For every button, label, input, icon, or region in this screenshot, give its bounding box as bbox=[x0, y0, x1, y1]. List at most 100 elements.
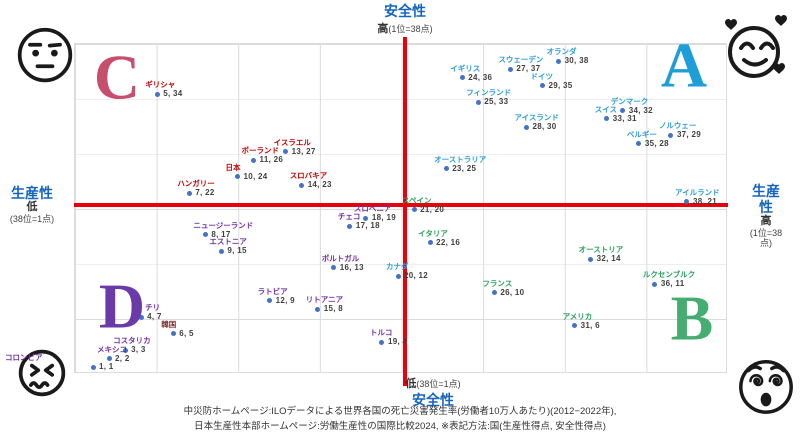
x-axis-title-left: 生産性 bbox=[11, 185, 53, 201]
point-dot bbox=[122, 347, 128, 353]
point-label: スイス bbox=[594, 104, 617, 114]
point-value: 37, 29 bbox=[676, 130, 701, 140]
point-label: エストニア bbox=[209, 237, 247, 247]
point-label: イタリア bbox=[418, 228, 448, 238]
point-label: ラトビア bbox=[257, 286, 288, 296]
point-label: オーストラリア bbox=[434, 154, 487, 164]
point-value: 22, 16 bbox=[436, 237, 461, 247]
point-value: 29, 35 bbox=[548, 80, 573, 90]
point-dot bbox=[652, 281, 658, 287]
point-label: スペイン bbox=[402, 195, 432, 205]
point-label: アメリカ bbox=[562, 311, 593, 321]
point-value: 4, 7 bbox=[147, 312, 162, 322]
point-label: スロベニア bbox=[353, 204, 392, 214]
point-value: 15, 8 bbox=[323, 304, 344, 314]
point-value: 12, 9 bbox=[275, 295, 295, 305]
point-value: 11, 26 bbox=[259, 155, 284, 165]
point-value: 2, 2 bbox=[115, 353, 130, 363]
y-axis-title-top: 安全性 bbox=[384, 3, 426, 19]
point-label: ベルギー bbox=[626, 129, 657, 139]
point-label: ルクセンブルク bbox=[642, 270, 696, 280]
point-label: 韓国 bbox=[161, 319, 177, 329]
point-value: 7, 22 bbox=[195, 188, 215, 198]
confounded-face-icon bbox=[18, 349, 66, 397]
point-dot bbox=[251, 157, 257, 163]
point-label: フランス bbox=[482, 278, 513, 288]
point-label: コスタリカ bbox=[113, 336, 151, 346]
point-value: 27, 37 bbox=[516, 64, 541, 74]
point-value: 9, 15 bbox=[227, 246, 247, 256]
point-value: 32, 14 bbox=[596, 254, 621, 264]
point-value: 8, 17 bbox=[211, 229, 231, 239]
point-value: 35, 28 bbox=[644, 138, 669, 148]
point-dot bbox=[234, 174, 240, 180]
point-value: 34, 32 bbox=[628, 105, 653, 115]
point-value: 24, 36 bbox=[468, 72, 493, 82]
point-dot bbox=[540, 83, 545, 89]
point-value: 21, 20 bbox=[420, 204, 445, 214]
point-label: ノルウェー bbox=[658, 121, 697, 131]
point-value: 10, 24 bbox=[243, 171, 268, 181]
x-axis-line bbox=[74, 203, 728, 207]
point-value: 25, 33 bbox=[484, 97, 509, 107]
plot-area bbox=[74, 43, 727, 373]
point-dot bbox=[588, 256, 594, 262]
point-dot bbox=[331, 265, 337, 271]
point-label: ポーランド bbox=[241, 146, 280, 156]
y-axis-title-bottom: 安全性 bbox=[412, 392, 454, 409]
point-dot bbox=[556, 58, 562, 64]
point-label: イスラエル bbox=[273, 137, 311, 147]
point-label: ポルトガル bbox=[321, 253, 360, 263]
point-dot bbox=[443, 166, 449, 172]
y-axis-note-top: (1位=38点) bbox=[388, 24, 433, 35]
point-dot bbox=[491, 290, 497, 296]
point-dot bbox=[315, 306, 321, 312]
point-dot bbox=[218, 248, 224, 254]
point-value: 36, 11 bbox=[660, 279, 685, 289]
y-axis-caption-bottom: 低(38位=1点) 安全性 bbox=[405, 374, 460, 408]
point-label: オーストリア bbox=[578, 245, 624, 255]
x-axis-note-left: (38位=1点) bbox=[9, 213, 55, 224]
point-label: コロンビア bbox=[5, 353, 43, 362]
point-value: 3, 3 bbox=[131, 345, 146, 355]
point-value: 28, 30 bbox=[532, 122, 557, 132]
quadrant-letter-c: C bbox=[93, 41, 141, 113]
point-label: スロバキア bbox=[289, 171, 328, 181]
point-value: 13, 27 bbox=[291, 146, 316, 156]
y-axis-note-bottom: (38位=1点) bbox=[416, 379, 461, 389]
point-dot bbox=[620, 108, 626, 114]
x-axis-note-right: (1位=38点) bbox=[749, 227, 783, 249]
point-label: トルコ bbox=[369, 328, 393, 338]
point-value: 1, 1 bbox=[99, 362, 114, 371]
source-note: 中災防ホームページ:ILOデータによる世界各国の死亡災害発生率(労働者10万人あ… bbox=[0, 404, 800, 434]
source-note-line2: 日本生産性本部ホームページ:労働生産性の国際比較2024, ※表記方法:国(生産… bbox=[194, 421, 606, 432]
point-dot bbox=[154, 91, 160, 97]
point-dot bbox=[363, 215, 369, 221]
point-dot bbox=[684, 199, 690, 205]
point-value: 26, 10 bbox=[500, 287, 525, 297]
point-dot bbox=[604, 116, 610, 122]
point-label: スウェーデン bbox=[498, 55, 544, 65]
point-label: カナダ bbox=[386, 262, 409, 272]
y-axis-caption-top: 安全性 高(1位=38点) bbox=[377, 3, 432, 37]
quadrant-letter-b: B bbox=[670, 282, 714, 354]
x-axis-title-right: 生産性 bbox=[752, 183, 780, 216]
point-dot bbox=[507, 66, 513, 72]
point-value: 33, 31 bbox=[612, 113, 637, 123]
point-label: ハンガリー bbox=[177, 179, 215, 189]
point-value: 14, 23 bbox=[307, 180, 332, 190]
point-value: 19, 4 bbox=[387, 337, 408, 347]
point-label: チリ bbox=[145, 303, 161, 313]
point-label: リトアニア bbox=[305, 295, 344, 305]
point-label: アイルランド bbox=[674, 187, 720, 197]
point-value: 18, 19 bbox=[371, 213, 396, 223]
point-dot bbox=[395, 273, 401, 279]
dizzy-face-icon bbox=[739, 360, 793, 414]
point-label: イギリス bbox=[450, 63, 481, 73]
point-dot bbox=[170, 331, 176, 337]
point-dot bbox=[411, 207, 417, 213]
point-dot bbox=[475, 99, 481, 105]
point-value: 17, 18 bbox=[355, 221, 380, 231]
